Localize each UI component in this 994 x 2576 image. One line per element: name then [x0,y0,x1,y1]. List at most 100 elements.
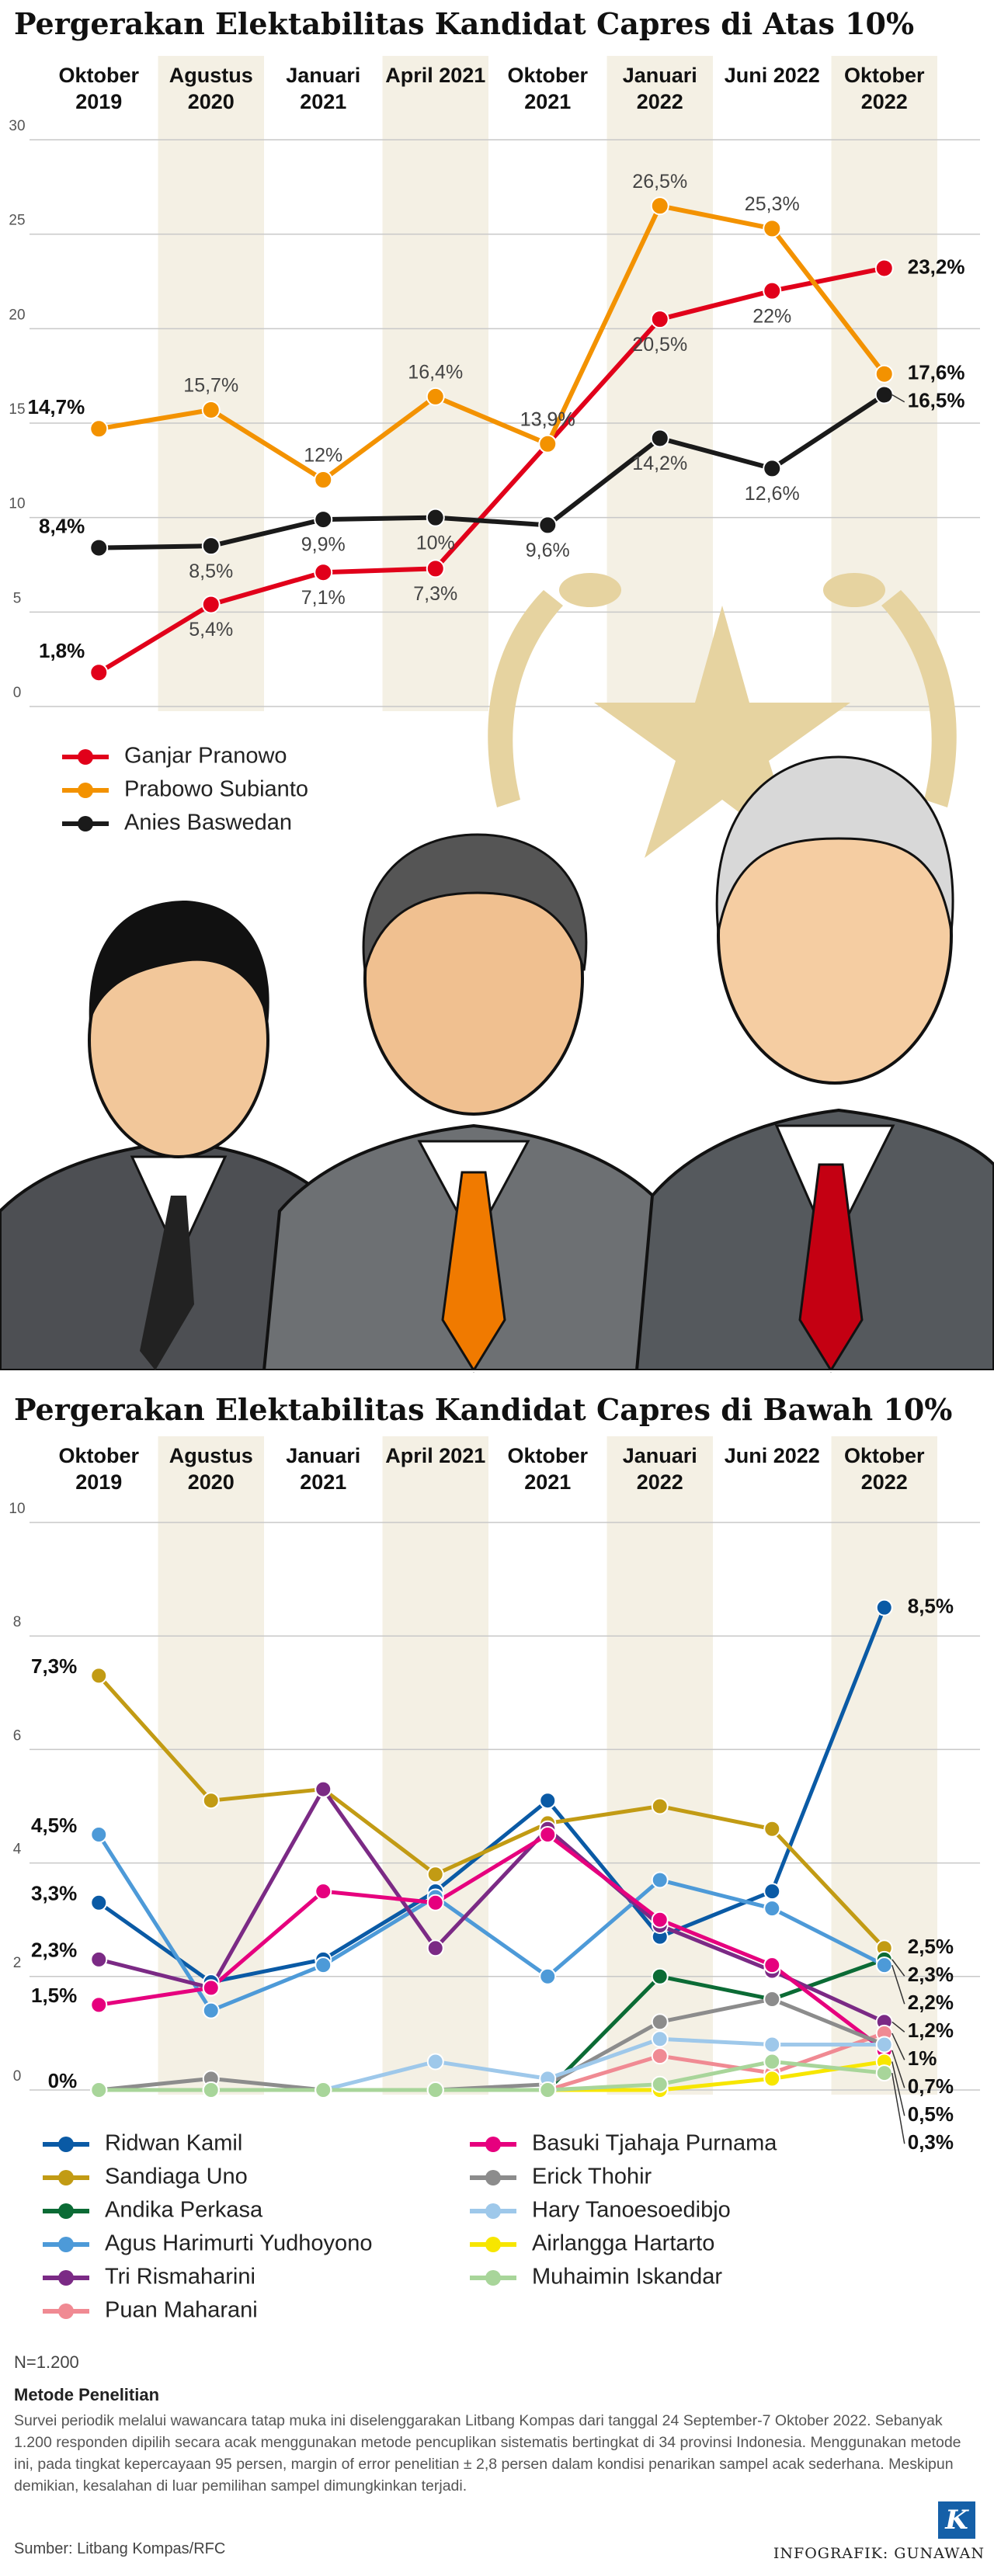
value-label: 26,5% [632,171,687,193]
value-label: 1,8% [39,639,85,662]
legend-dot [58,2203,74,2219]
value-label: 2,5% [908,1935,954,1958]
data-point [539,1826,557,1844]
legend-dot [78,783,93,798]
legend-dot [485,2237,501,2252]
value-label: 20,5% [632,334,687,356]
value-label: 5,4% [189,619,233,641]
value-label: 3,3% [31,1882,77,1905]
data-point [90,1996,108,2014]
value-label: 4,5% [31,1814,77,1837]
data-point [651,1967,669,1985]
value-label: 14,2% [632,453,687,474]
data-point [874,385,894,404]
series-line [97,266,885,675]
legend-dot [78,749,93,765]
x-tick-label: Agustus 2020 [169,64,253,113]
value-label: 16,4% [408,362,463,384]
x-tick-label: April 2021 [385,1444,486,1467]
method-title: Metode Penelitian [14,2385,160,2404]
data-point [202,2081,220,2099]
legend-dot [58,2170,74,2185]
value-label: 16,5% [908,389,965,412]
leader-line [891,394,905,403]
value-label: 2,3% [908,1963,954,1986]
data-point [90,1950,108,1968]
x-tick-label: Agustus 2020 [169,1444,253,1494]
column-shade [606,56,713,711]
figure-middle [262,833,701,1373]
value-label: 0,5% [908,2102,954,2126]
data-point [426,559,445,578]
data-point [201,536,221,556]
x-tick-label: Oktober 2019 [58,64,140,113]
value-label: 12% [304,445,342,467]
value-label: 22% [752,305,791,327]
column-shade [606,1436,713,2095]
series-line [98,1997,885,2092]
legend-label: Muhaimin Iskandar [532,2265,722,2290]
y-tick-label: 10 [9,1501,25,1517]
data-point [651,1911,669,1929]
legend-label: Anies Baswedan [124,811,292,835]
value-label: 23,2% [908,255,965,278]
x-tick-label: Oktober 2022 [843,1444,925,1494]
value-label: 13,9% [520,408,575,430]
x-tick-label: Juni 2022 [724,64,820,87]
sample-size: N=1.200 [14,2352,79,2372]
value-label: 0,3% [908,2130,954,2154]
x-tick-label: Januari 2022 [622,64,697,113]
legend-label: Basuki Tjahaja Purnama [532,2131,777,2156]
y-tick-label: 2 [13,1955,22,1971]
x-tick-label: Juni 2022 [724,1444,820,1467]
value-label: 8,5% [908,1595,954,1618]
value-label: 9,6% [526,540,570,561]
series-line [98,1787,885,2024]
data-point [651,2030,669,2048]
legend-label: Erick Thohir [532,2165,652,2189]
data-point [763,219,782,238]
data-point [539,1967,557,1985]
legend-dot [485,2170,501,2185]
credit: INFOGRAFIK: GUNAWAN [773,2545,985,2562]
legend-dot [58,2303,74,2319]
data-point [201,400,221,419]
data-point [426,508,445,527]
value-label: 9,9% [301,534,346,556]
data-point [763,281,782,300]
data-point [426,1866,444,1883]
y-tick-label: 0 [13,685,22,701]
data-point [90,2081,108,2099]
chart: 0 2 4 6 8 10 3,3% 7,3% 0% 4,5% 2,3% 1,5% 8,5% 2,5% 2,3… [9,1436,980,2323]
value-label: 13,9% [520,408,575,430]
data-point [650,310,669,329]
data-point [315,1883,332,1901]
value-label: 15,7% [183,375,238,397]
legend-label: Agus Harimurti Yudhoyono [105,2231,372,2256]
data-point [763,1820,781,1838]
y-tick-label: 30 [9,118,25,134]
value-label: 12,6% [745,483,800,505]
value-label: 1% [908,2047,937,2070]
data-point [426,387,445,406]
series-line [98,1832,886,2052]
data-point [539,2081,557,2099]
data-point [90,1826,108,1844]
data-point [875,2064,893,2082]
legend-label: Ganjar Pranowo [124,744,287,769]
leader-line [891,2021,905,2033]
data-point [763,2070,781,2088]
value-label: 7,1% [301,587,346,609]
value-label: 0% [48,2069,78,2092]
value-label: 7,3% [31,1654,77,1678]
legend-label: Sandiaga Uno [105,2165,248,2189]
data-point [763,2053,781,2071]
data-point [90,1894,108,1911]
data-point [315,1780,332,1798]
leader-line [891,2072,905,2144]
y-tick-label: 5 [13,590,22,606]
legend-label: Ridwan Kamil [105,2131,242,2156]
series-line [98,203,887,482]
data-point [202,2001,220,2019]
